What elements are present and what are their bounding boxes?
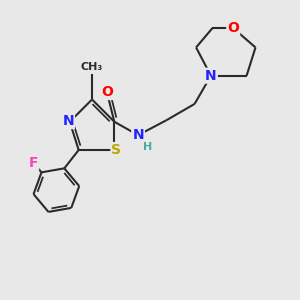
Text: H: H xyxy=(143,142,153,152)
Text: N: N xyxy=(205,69,217,83)
Text: N: N xyxy=(132,128,144,142)
Text: CH₃: CH₃ xyxy=(81,62,103,72)
Text: S: S xyxy=(111,143,122,157)
Text: F: F xyxy=(29,156,38,170)
Text: O: O xyxy=(227,21,239,35)
Text: N: N xyxy=(62,114,74,128)
Text: O: O xyxy=(101,85,113,99)
